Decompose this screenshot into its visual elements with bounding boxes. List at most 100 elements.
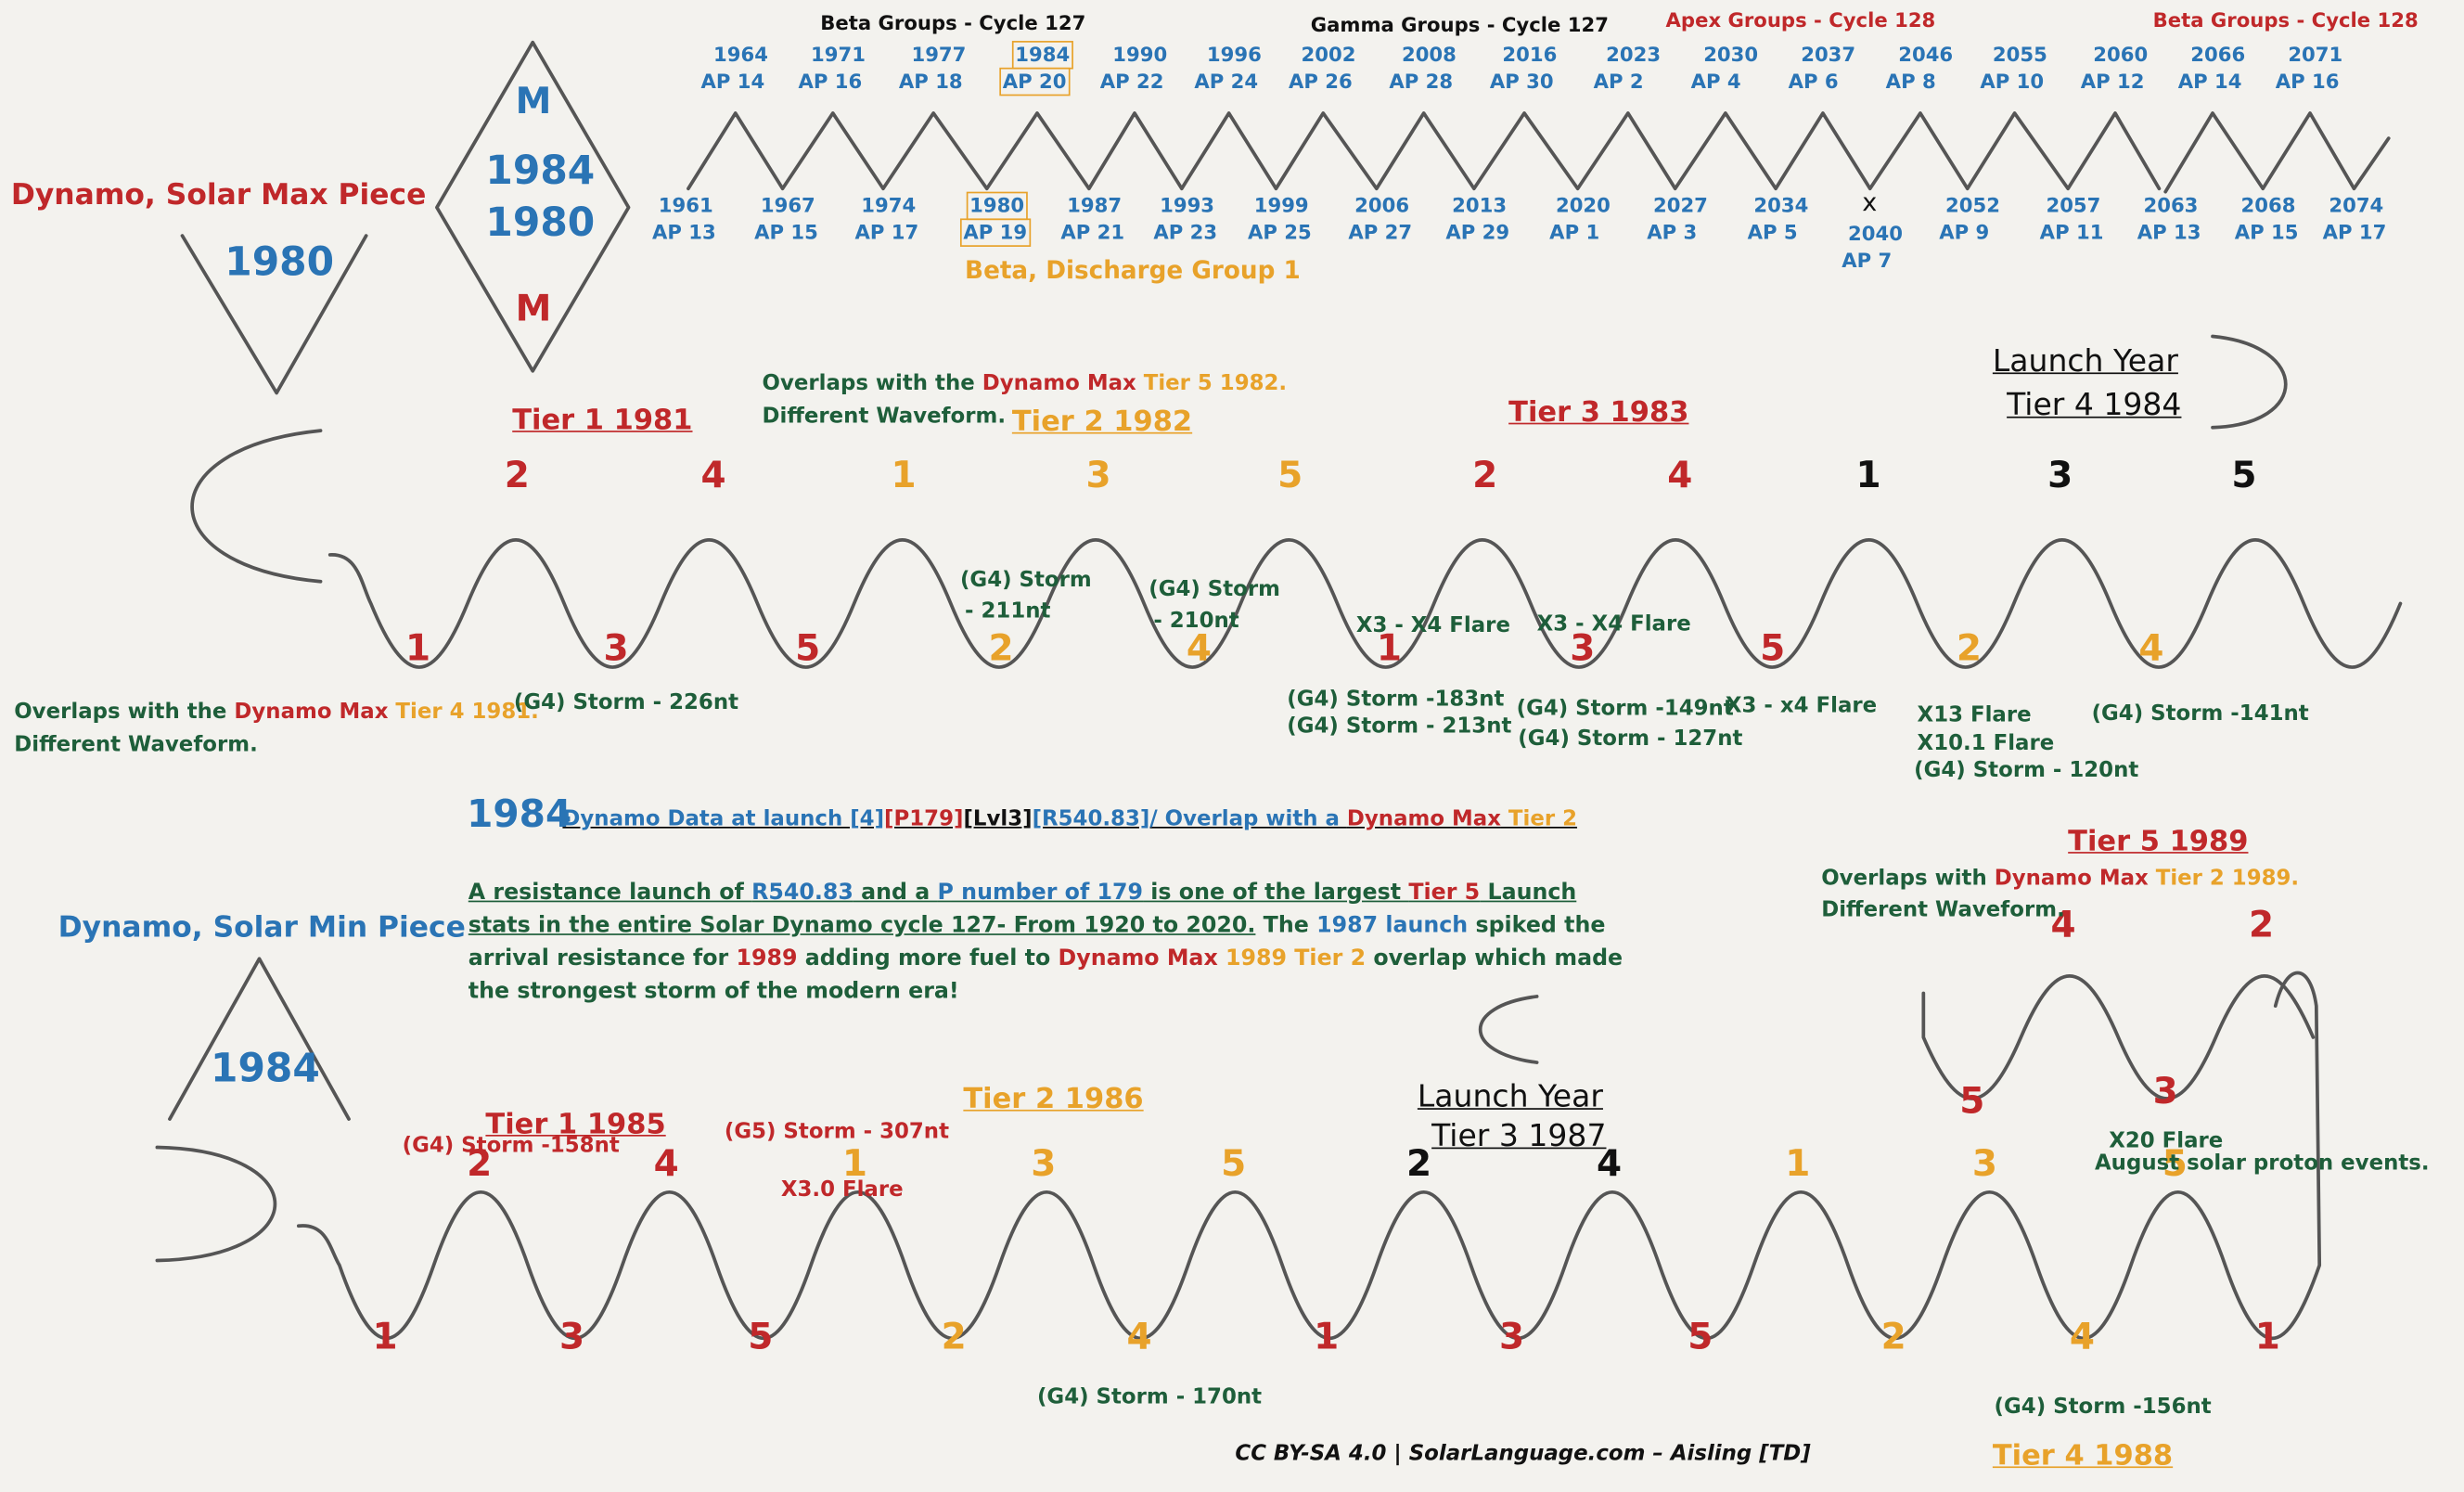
mid-small-bracket — [1479, 995, 1539, 1064]
max-piece-year: 1980 — [225, 238, 335, 285]
lower-open-bracket — [155, 1145, 277, 1263]
peak-ap-4: AP 22 — [1099, 69, 1164, 93]
trough-year-17: 2074 — [2329, 193, 2384, 217]
peak-ap-0: AP 14 — [700, 69, 765, 93]
peak-ap-9: AP 2 — [1593, 69, 1644, 93]
beta-groups-header: Beta Groups - Cycle 127 — [820, 10, 1086, 35]
x-mark: x — [1862, 186, 1878, 217]
lower-peak-number-2: 1 — [841, 1144, 868, 1186]
overlap-note-right-2: Different Waveform. — [1821, 897, 2065, 923]
event-storm-211b: - 211nt — [965, 598, 1051, 624]
trough-ap-12: AP 7 — [1842, 248, 1893, 273]
upper-trough-number-5: 1 — [1376, 628, 1402, 670]
lower-sine-wave — [296, 971, 2322, 1341]
lower-peak-number-6: 4 — [1597, 1144, 1623, 1186]
trough-ap-4: AP 21 — [1060, 220, 1125, 244]
right-peak-number-0: 4 — [2050, 905, 2076, 946]
peak-year-4: 1990 — [1112, 42, 1168, 67]
peak-year-15: 2066 — [2190, 42, 2246, 67]
event-storm-149: (G4) Storm -149nt — [1516, 696, 1734, 722]
min-piece-lambda — [168, 957, 351, 1121]
solar-min-piece-title: Dynamo, Solar Min Piece — [58, 911, 466, 945]
peak-year-13: 2055 — [1992, 42, 2047, 67]
trough-year-3: 1980 — [966, 191, 1028, 221]
event-storm-158: (G4) Storm -158nt — [402, 1133, 620, 1159]
lower-launch-year: Launch Year — [1417, 1078, 1603, 1114]
event-storm-211a: (G4) Storm — [959, 567, 1092, 593]
trough-year-15: 2063 — [2143, 193, 2199, 217]
lower-trough-number-5: 1 — [1314, 1317, 1340, 1358]
peak-year-11: 2037 — [1801, 42, 1856, 67]
peak-ap-11: AP 6 — [1788, 69, 1839, 93]
trough-year-2: 1974 — [861, 193, 917, 217]
overlap-note-right: Overlaps with Dynamo Max Tier 2 1989. — [1821, 866, 2300, 892]
trough-year-10: 2027 — [1652, 193, 1708, 217]
upper-peak-number-3: 3 — [1085, 456, 1111, 497]
peak-ap-3: AP 20 — [999, 67, 1070, 97]
peak-year-3: 1984 — [1011, 40, 1073, 71]
peak-year-0: 1964 — [713, 42, 768, 67]
upper-tier2-title: Tier 2 1982 — [1011, 405, 1193, 439]
trough-year-11: 2034 — [1753, 193, 1809, 217]
trough-ap-7: AP 27 — [1348, 220, 1413, 244]
trough-ap-6: AP 25 — [1247, 220, 1312, 244]
trough-ap-15: AP 13 — [2137, 220, 2201, 244]
peak-year-16: 2071 — [2288, 42, 2343, 67]
diamond-year-1980: 1980 — [485, 199, 596, 246]
upper-tier1-title: Tier 1 1981 — [512, 404, 693, 437]
peak-year-1: 1971 — [811, 42, 866, 67]
event-storm-213: (G4) Storm - 213nt — [1287, 714, 1512, 740]
right-trough-number-0: 5 — [1959, 1081, 1985, 1123]
peak-year-7: 2008 — [1401, 42, 1457, 67]
trough-ap-5: AP 23 — [1153, 220, 1218, 244]
upper-open-bracket — [190, 429, 323, 584]
top-zigzag-wave-end — [2163, 111, 2391, 194]
peak-year-5: 1996 — [1206, 42, 1262, 67]
right-trough-number-1: 3 — [2152, 1072, 2178, 1113]
overlap-note-top-2: Different Waveform. — [762, 404, 1007, 430]
peak-ap-8: AP 30 — [1489, 69, 1554, 93]
peak-ap-12: AP 8 — [1885, 69, 1936, 93]
footer-credit: CC BY-SA 4.0 | SolarLanguage.com – Aisli… — [1235, 1441, 1811, 1467]
event-flare-x20: X20 Flare — [2109, 1128, 2224, 1154]
upper-trough-number-8: 2 — [1956, 628, 1983, 670]
right-sine-wave — [1921, 974, 2316, 1100]
trough-ap-10: AP 3 — [1647, 220, 1698, 244]
lower-peak-number-7: 1 — [1785, 1144, 1811, 1186]
event-flare-x3-0: X3.0 Flare — [780, 1177, 904, 1203]
lower-trough-number-3: 2 — [941, 1317, 967, 1358]
lower-trough-number-8: 2 — [1880, 1317, 1906, 1358]
peak-ap-10: AP 4 — [1690, 69, 1741, 93]
tier5-1989-title: Tier 5 1989 — [2068, 825, 2249, 858]
peak-ap-1: AP 16 — [798, 69, 863, 93]
lower-trough-number-10: 1 — [2254, 1317, 2280, 1358]
peak-year-14: 2060 — [2093, 42, 2149, 67]
min-piece-year: 1984 — [210, 1045, 320, 1091]
event-flare-x3-b: X3 - X4 Flare — [1536, 611, 1691, 637]
event-storm-226: (G4) Storm - 226nt — [513, 689, 739, 715]
trough-year-9: 2020 — [1555, 193, 1611, 217]
trough-year-12: 2040 — [1848, 221, 1903, 246]
trough-year-8: 2013 — [1452, 193, 1508, 217]
upper-trough-number-1: 3 — [603, 628, 629, 670]
upper-peak-number-5: 2 — [1472, 456, 1498, 497]
event-storm-170: (G4) Storm - 170nt — [1036, 1384, 1263, 1410]
event-storm-307: (G5) Storm - 307nt — [724, 1119, 950, 1145]
upper-trough-number-9: 4 — [2138, 628, 2164, 670]
upper-peak-number-2: 1 — [891, 456, 917, 497]
upper-trough-number-4: 4 — [1186, 628, 1213, 670]
discharge-group-label: Beta, Discharge Group 1 — [965, 256, 1301, 285]
event-storm-141: (G4) Storm -141nt — [2091, 701, 2309, 727]
lower-trough-number-9: 4 — [2069, 1317, 2095, 1358]
trough-year-16: 2068 — [2240, 193, 2296, 217]
event-flare-x3-c: X3 - x4 Flare — [1725, 693, 1878, 719]
peak-year-6: 2002 — [1301, 42, 1356, 67]
trough-ap-17: AP 17 — [2322, 220, 2387, 244]
peak-year-2: 1977 — [911, 42, 967, 67]
solar-max-piece-title: Dynamo, Solar Max Piece — [10, 179, 427, 212]
upper-peak-number-6: 4 — [1667, 456, 1693, 497]
trough-year-7: 2006 — [1354, 193, 1410, 217]
upper-peak-number-8: 3 — [2047, 456, 2073, 497]
